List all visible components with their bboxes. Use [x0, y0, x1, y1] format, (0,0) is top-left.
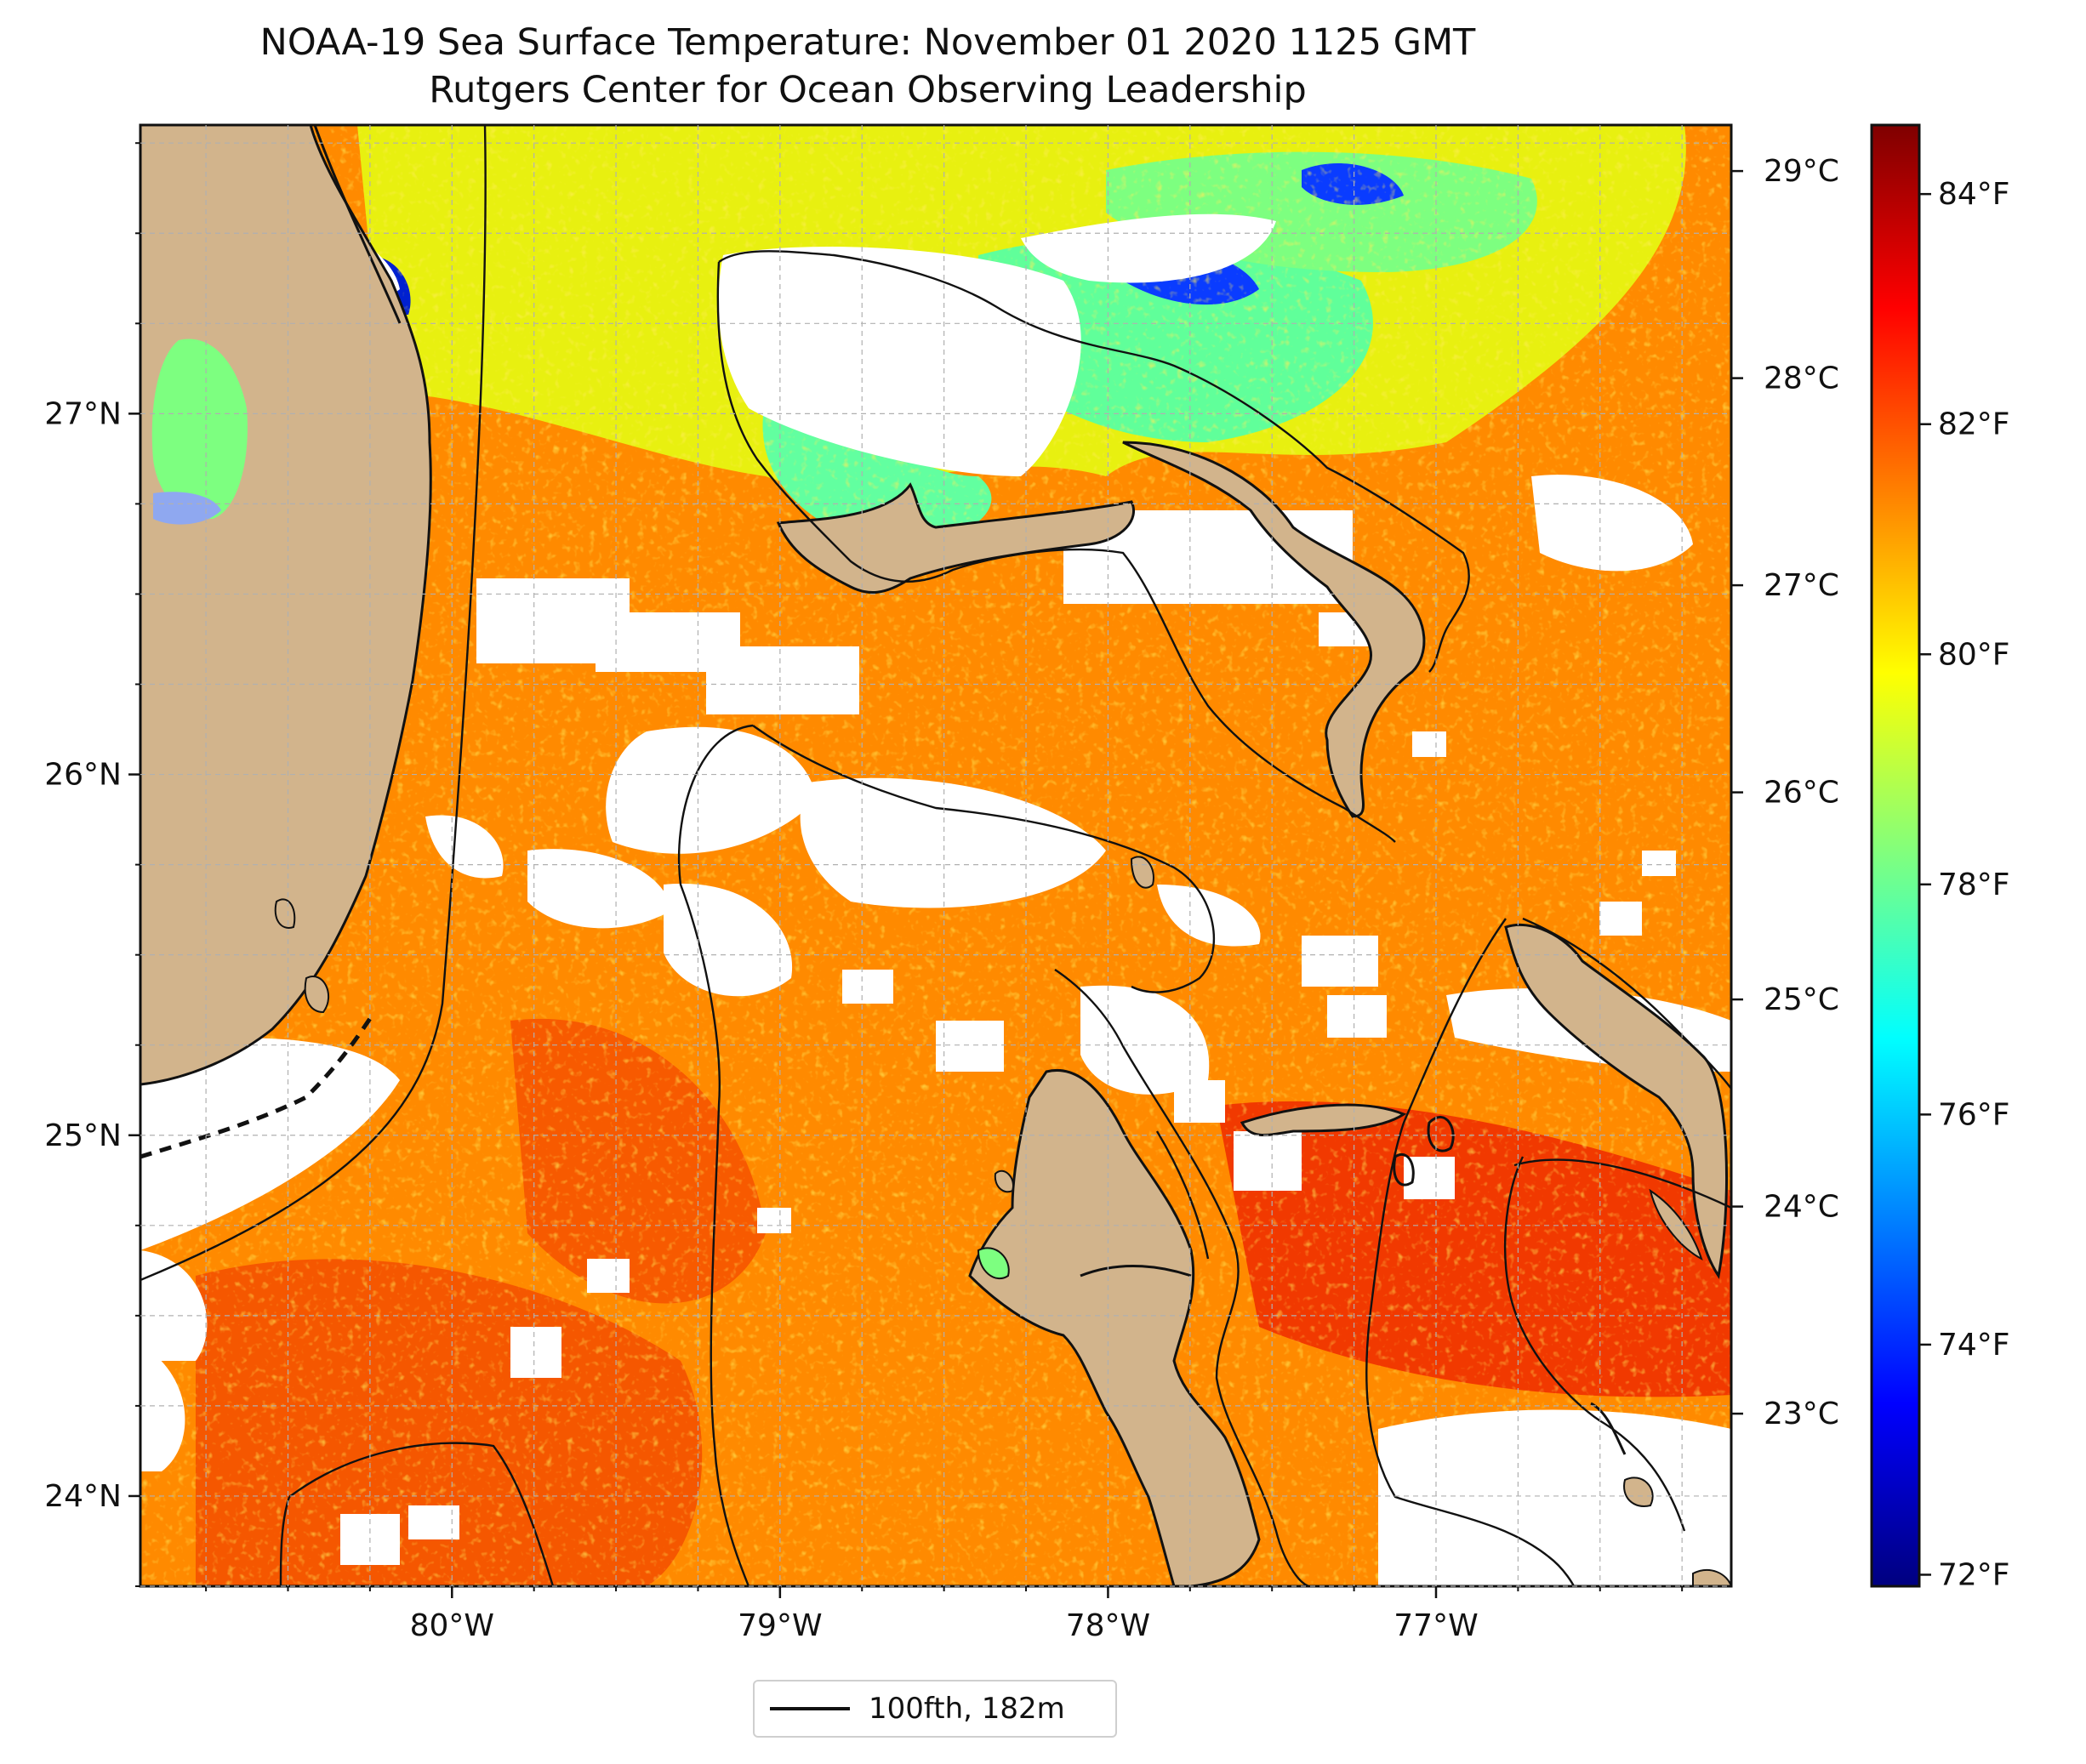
lat-tick-label: 27°N — [44, 396, 122, 431]
lat-tick-label: 25°N — [44, 1118, 122, 1153]
colorbar-c-label: 24°C — [1764, 1190, 1839, 1225]
colorbar-f-label: 82°F — [1938, 407, 2010, 442]
lake-okeechobee — [151, 339, 248, 519]
contour-100fth — [140, 125, 1731, 1586]
eleuthera-land — [1240, 1103, 1407, 1136]
map-legend: 100fth, 182m — [753, 1680, 1117, 1738]
colorbar-f-label: 76°F — [1938, 1097, 2010, 1132]
cloud-mask — [140, 213, 1731, 1586]
colorbar-f-label: 84°F — [1938, 177, 2010, 212]
map-title: NOAA-19 Sea Surface Temperature: Novembe… — [259, 21, 1476, 64]
lat-tick-label: 26°N — [44, 758, 122, 793]
colorbar-c-label: 25°C — [1764, 982, 1839, 1017]
colorbar-c-label: 26°C — [1764, 776, 1839, 811]
lat-tick-label: 24°N — [44, 1479, 122, 1514]
colorbar-c-label: 28°C — [1764, 361, 1839, 396]
legend-label: 100fth, 182m — [869, 1692, 1065, 1726]
legend-line-swatch — [770, 1707, 850, 1710]
lon-tick-label: 77°W — [1394, 1608, 1478, 1643]
lon-tick-label: 78°W — [1066, 1608, 1150, 1643]
colorbar — [1870, 123, 1921, 1588]
colorbar-f-label: 78°F — [1938, 868, 2010, 902]
colorbar-c-label: 29°C — [1764, 154, 1839, 189]
florida-keys — [140, 1010, 377, 1159]
grand-bahama-land — [776, 482, 1135, 595]
florida-barrier — [313, 125, 402, 324]
eleuthera-land — [1504, 923, 1729, 1279]
lon-tick-label: 80°W — [410, 1608, 494, 1643]
lon-tick-label: 79°W — [738, 1608, 822, 1643]
colorbar-f-label: 72°F — [1938, 1557, 2010, 1592]
colorbar-c-label: 23°C — [1764, 1397, 1839, 1431]
colorbar-f-label: 74°F — [1938, 1328, 2010, 1363]
colorbar-c-label: 27°C — [1764, 568, 1839, 603]
map-subtitle: Rutgers Center for Ocean Observing Leade… — [429, 69, 1307, 111]
graticule — [135, 125, 1731, 1591]
colorbar-f-label: 80°F — [1938, 637, 2010, 672]
